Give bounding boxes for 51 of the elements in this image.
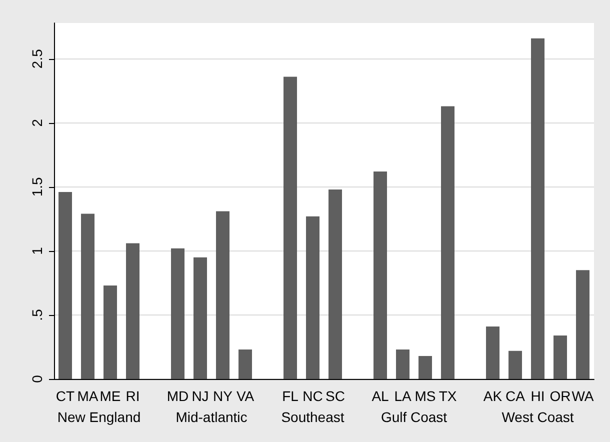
bar [104, 286, 117, 379]
bar [81, 214, 94, 379]
bar [306, 216, 320, 379]
bar [374, 172, 387, 379]
x-tick-label: NY [213, 388, 234, 404]
text: Gulf Coast [380, 409, 448, 425]
text: Southeast [281, 409, 344, 425]
y-tick-label: 1 [29, 246, 45, 255]
bar [58, 192, 72, 379]
x-tick-label: NC [302, 388, 323, 404]
text: Mid-atlantic [176, 409, 248, 425]
bar [418, 356, 432, 379]
x-tick-label: OR [550, 388, 571, 404]
bar [554, 335, 567, 379]
x-tick-label: NJ [192, 388, 209, 404]
x-tick-label: HI [530, 388, 545, 404]
x-tick-label: RI [126, 388, 140, 404]
bar [441, 106, 454, 379]
x-tick-label: FL [282, 388, 299, 404]
x-tick-label: CT [56, 388, 76, 404]
x-tick-label: AK [483, 388, 503, 404]
x-tick-label: TX [438, 388, 458, 404]
x-tick-label: MD [166, 388, 189, 404]
x-tick-label: ME [100, 388, 121, 404]
bar [171, 248, 184, 379]
text: West Coast [502, 409, 574, 425]
bar [216, 211, 230, 379]
x-tick-label: AL [372, 388, 390, 404]
bar [328, 189, 342, 379]
x-tick-label: SC [326, 388, 345, 404]
bar [238, 350, 252, 379]
x-tick-label: MA [77, 388, 99, 404]
bar [508, 350, 522, 379]
x-tick-label: CA [506, 388, 526, 404]
y-tick-label: .5 [29, 308, 45, 321]
bar [284, 76, 297, 379]
bar [194, 257, 207, 379]
text: New England [57, 409, 141, 425]
bar [531, 38, 544, 379]
bar [486, 326, 500, 379]
y-tick-label: 2.5 [29, 48, 45, 69]
y-tick-label: 1.5 [29, 176, 45, 197]
x-tick-label: LA [394, 388, 412, 404]
x-tick-label: WA [572, 388, 594, 404]
y-tick-label: 0 [29, 374, 45, 383]
bar [126, 243, 140, 379]
x-tick-label: MS [414, 388, 436, 404]
y-tick-label: 2 [29, 118, 45, 127]
x-tick-label: VA [236, 388, 255, 404]
bar [396, 350, 410, 379]
bar [576, 270, 590, 379]
